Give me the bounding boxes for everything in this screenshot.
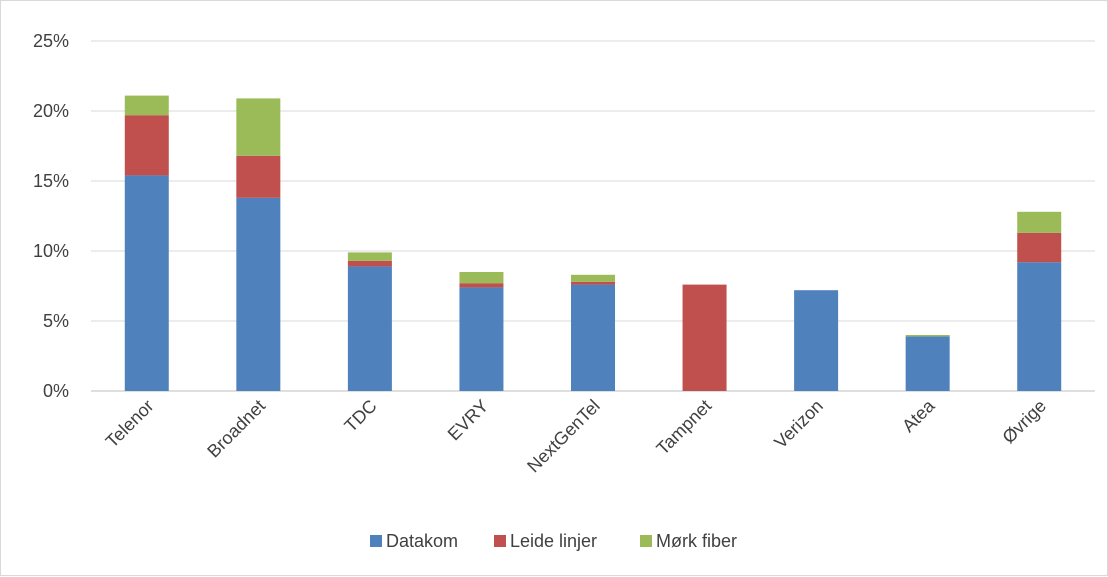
y-tick-label: 5% — [43, 311, 69, 331]
bar-tampnet-leide-linjer — [682, 284, 727, 391]
bar-øvrige-leide-linjer — [1017, 232, 1062, 263]
bar-tdc-mørk-fiber — [347, 252, 392, 261]
bar-evry-leide-linjer — [459, 283, 504, 288]
bar-nextgentel-leide-linjer — [571, 281, 615, 285]
bar-broadnet-mørk-fiber — [236, 98, 281, 156]
bar-tdc-datakom — [347, 266, 392, 391]
bar-tdc-leide-linjer — [347, 260, 392, 267]
legend: Datakom Leide linjer Mørk fiber — [370, 531, 737, 551]
legend-swatch — [640, 535, 652, 547]
y-tick-label: 10% — [33, 241, 69, 261]
x-tick-label: Tampnet — [652, 396, 715, 459]
bar-øvrige-datakom — [1017, 262, 1062, 391]
bar-broadnet-leide-linjer — [236, 155, 281, 198]
bar-telenor-datakom — [124, 175, 169, 391]
x-tick-label: Øvrige — [998, 396, 1050, 448]
bar-nextgentel-datakom — [571, 284, 615, 391]
y-tick-label: 20% — [33, 101, 69, 121]
legend-swatch — [494, 535, 506, 547]
x-tick-label: Atea — [898, 395, 939, 436]
bar-telenor-leide-linjer — [124, 115, 169, 176]
bar-verizon-datakom — [794, 290, 839, 391]
bar-broadnet-datakom — [236, 197, 281, 391]
bar-nextgentel-mørk-fiber — [571, 274, 615, 282]
x-tick-label: TDC — [340, 396, 380, 436]
y-axis-ticks: 0% 5% 10% 15% 20% 25% — [33, 31, 69, 401]
bar-telenor-mørk-fiber — [124, 95, 169, 116]
bars — [124, 95, 1062, 391]
bar-atea-datakom — [905, 336, 950, 391]
y-tick-label: 15% — [33, 171, 69, 191]
legend-swatch — [370, 535, 382, 547]
x-tick-label: Verizon — [770, 396, 827, 453]
legend-label: Mørk fiber — [656, 531, 737, 551]
x-tick-label: Broadnet — [203, 396, 269, 462]
x-axis-ticks: Telenor Broadnet TDC EVRY NextGenTel Tampnet V… — [102, 395, 1050, 476]
legend-label: Leide linjer — [510, 531, 597, 551]
y-tick-label: 25% — [33, 31, 69, 51]
bar-atea-mørk-fiber — [905, 335, 950, 337]
bar-evry-datakom — [459, 287, 504, 391]
x-tick-label: Telenor — [102, 396, 158, 452]
bar-øvrige-mørk-fiber — [1017, 211, 1062, 233]
x-tick-label: EVRY — [444, 396, 493, 445]
bar-evry-mørk-fiber — [459, 272, 504, 284]
legend-label: Datakom — [386, 531, 458, 551]
x-tick-label: NextGenTel — [523, 396, 604, 477]
y-tick-label: 0% — [43, 381, 69, 401]
